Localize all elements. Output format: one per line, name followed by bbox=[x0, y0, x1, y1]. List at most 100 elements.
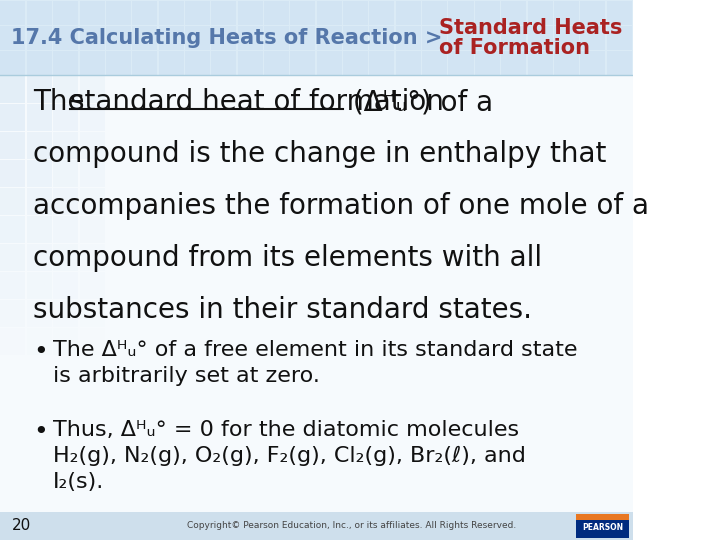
Bar bbox=[580, 26, 606, 50]
Bar bbox=[53, 328, 78, 354]
Bar bbox=[158, 26, 184, 50]
Text: H₂(g), N₂(g), O₂(g), F₂(g), Cl₂(g), Br₂(ℓ), and: H₂(g), N₂(g), O₂(g), F₂(g), Cl₂(g), Br₂(… bbox=[53, 446, 526, 466]
Bar bbox=[1, 160, 25, 186]
Bar bbox=[1, 26, 25, 50]
Bar bbox=[422, 26, 447, 50]
Text: The: The bbox=[33, 88, 94, 116]
Bar bbox=[449, 51, 474, 75]
Bar bbox=[1, 1, 25, 24]
Bar bbox=[1, 328, 25, 354]
Bar bbox=[633, 51, 658, 75]
Bar bbox=[580, 1, 606, 24]
Bar bbox=[27, 132, 52, 159]
Bar bbox=[554, 26, 579, 50]
Bar bbox=[79, 188, 104, 214]
Bar bbox=[27, 104, 52, 131]
Bar bbox=[53, 272, 78, 299]
Bar bbox=[79, 328, 104, 354]
Text: 20: 20 bbox=[12, 518, 32, 534]
Text: The Δᴴᵤ° of a free element in its standard state: The Δᴴᵤ° of a free element in its standa… bbox=[53, 340, 577, 360]
Bar bbox=[343, 51, 368, 75]
Bar bbox=[79, 76, 104, 103]
Bar bbox=[185, 26, 210, 50]
Bar bbox=[396, 1, 420, 24]
Bar bbox=[27, 76, 52, 103]
Bar bbox=[53, 188, 78, 214]
Bar bbox=[317, 26, 342, 50]
Bar bbox=[501, 51, 526, 75]
Text: substances in their standard states.: substances in their standard states. bbox=[33, 296, 532, 324]
Bar bbox=[53, 132, 78, 159]
Bar bbox=[79, 104, 104, 131]
Text: standard heat of formation: standard heat of formation bbox=[71, 88, 444, 116]
Text: (Δᴴᵤ°) of a: (Δᴴᵤ°) of a bbox=[344, 88, 493, 116]
Bar bbox=[576, 514, 629, 538]
Bar bbox=[528, 26, 553, 50]
Bar bbox=[53, 1, 78, 24]
Bar bbox=[238, 1, 263, 24]
Bar bbox=[53, 76, 78, 103]
Bar bbox=[633, 1, 658, 24]
Text: 17.4 Calculating Heats of Reaction >: 17.4 Calculating Heats of Reaction > bbox=[11, 28, 442, 48]
Bar bbox=[396, 26, 420, 50]
Bar bbox=[79, 1, 104, 24]
Bar bbox=[0, 512, 633, 540]
Text: I₂(s).: I₂(s). bbox=[53, 472, 104, 492]
Bar bbox=[580, 51, 606, 75]
Bar bbox=[27, 328, 52, 354]
Bar bbox=[343, 1, 368, 24]
Text: •: • bbox=[33, 420, 48, 444]
Text: accompanies the formation of one mole of a: accompanies the formation of one mole of… bbox=[33, 192, 649, 220]
Bar bbox=[1, 104, 25, 131]
Bar bbox=[1, 272, 25, 299]
Bar bbox=[106, 51, 131, 75]
Bar bbox=[79, 26, 104, 50]
Bar bbox=[290, 51, 315, 75]
Bar bbox=[0, 0, 633, 75]
Bar bbox=[475, 51, 500, 75]
Bar bbox=[1, 76, 25, 103]
Text: Standard Heats: Standard Heats bbox=[439, 17, 623, 37]
Bar bbox=[53, 51, 78, 75]
Bar bbox=[1, 51, 25, 75]
Bar bbox=[238, 26, 263, 50]
Bar bbox=[554, 1, 579, 24]
Bar bbox=[53, 244, 78, 271]
Bar bbox=[185, 1, 210, 24]
Bar bbox=[27, 51, 52, 75]
Bar bbox=[53, 216, 78, 242]
Bar bbox=[211, 51, 236, 75]
Bar bbox=[607, 26, 631, 50]
Bar bbox=[132, 51, 157, 75]
Bar bbox=[449, 26, 474, 50]
Bar bbox=[554, 51, 579, 75]
Bar bbox=[53, 26, 78, 50]
Bar bbox=[27, 216, 52, 242]
Bar bbox=[238, 51, 263, 75]
Bar bbox=[528, 1, 553, 24]
Bar bbox=[290, 26, 315, 50]
Bar bbox=[343, 26, 368, 50]
Bar bbox=[396, 51, 420, 75]
Bar bbox=[27, 244, 52, 271]
Bar bbox=[79, 160, 104, 186]
Bar bbox=[1, 300, 25, 327]
Bar bbox=[501, 26, 526, 50]
Text: is arbitrarily set at zero.: is arbitrarily set at zero. bbox=[53, 366, 320, 386]
Bar bbox=[79, 132, 104, 159]
Bar bbox=[79, 272, 104, 299]
Bar bbox=[106, 26, 131, 50]
Bar bbox=[1, 244, 25, 271]
Bar bbox=[449, 1, 474, 24]
Bar bbox=[1, 216, 25, 242]
Bar bbox=[369, 51, 395, 75]
Bar bbox=[79, 300, 104, 327]
Text: Copyright© Pearson Education, Inc., or its affiliates. All Rights Reserved.: Copyright© Pearson Education, Inc., or i… bbox=[186, 522, 516, 530]
Bar bbox=[211, 1, 236, 24]
Text: Thus, Δᴴᵤ° = 0 for the diatomic molecules: Thus, Δᴴᵤ° = 0 for the diatomic molecule… bbox=[53, 420, 519, 440]
Bar bbox=[633, 26, 658, 50]
Text: compound from its elements with all: compound from its elements with all bbox=[33, 244, 542, 272]
Bar bbox=[79, 244, 104, 271]
Bar bbox=[501, 1, 526, 24]
Bar bbox=[264, 51, 289, 75]
